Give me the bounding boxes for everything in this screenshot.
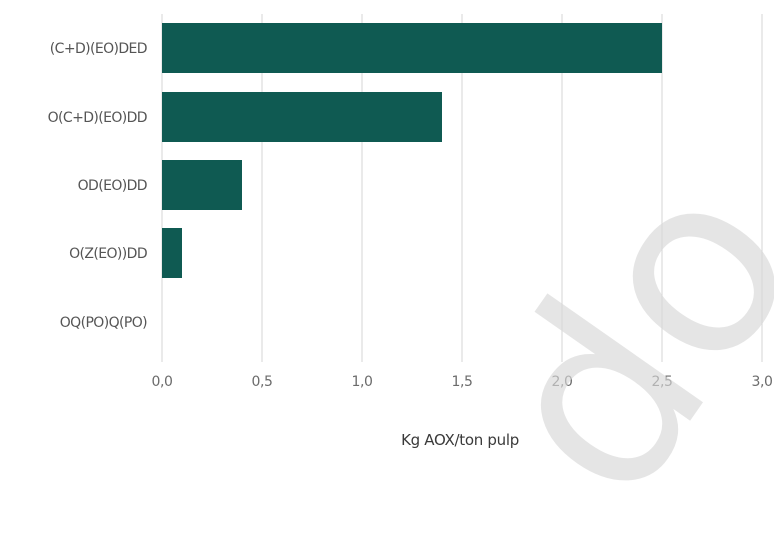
category-label: O(Z(EO))DD	[69, 246, 147, 262]
x-tick-label: 3,0	[751, 374, 772, 390]
x-tick-label: 1,5	[451, 374, 472, 390]
x-tick-label: 0,0	[151, 374, 172, 390]
x-tick-labels: 0,0 0,5 1,0 1,5 2,0 2,5 3,0	[151, 374, 772, 390]
category-label: OQ(PO)Q(PO)	[60, 315, 147, 331]
category-labels: (C+D)(EO)DED O(C+D)(EO)DD OD(EO)DD O(Z(EO))…	[48, 41, 148, 331]
x-tick-label: 2,5	[651, 374, 672, 390]
x-tick-label: 1,0	[351, 374, 372, 390]
category-label: O(C+D)(EO)DD	[48, 110, 147, 126]
x-axis-title: Kg AOX/ton pulp	[401, 431, 519, 449]
bar	[162, 228, 182, 278]
bar	[162, 92, 442, 142]
aox-bar-chart: (C+D)(EO)DED O(C+D)(EO)DD OD(EO)DD O(Z(EO))…	[48, 14, 773, 449]
category-label: OD(EO)DD	[78, 178, 147, 194]
x-tick-label: 0,5	[251, 374, 272, 390]
bars	[162, 23, 662, 278]
bar	[162, 160, 242, 210]
x-tick-label: 2,0	[551, 374, 572, 390]
bar	[162, 23, 662, 73]
category-label: (C+D)(EO)DED	[50, 41, 147, 57]
